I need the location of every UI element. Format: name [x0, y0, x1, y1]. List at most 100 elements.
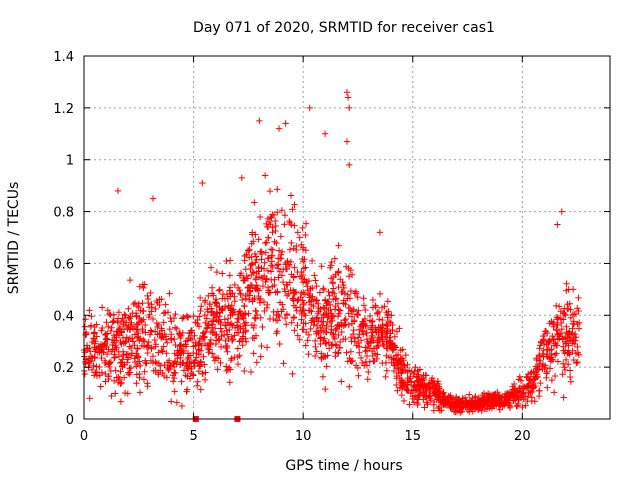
data-point — [241, 320, 248, 328]
data-point — [226, 379, 234, 386]
data-point — [209, 328, 217, 336]
x-tick-label: 10 — [295, 429, 312, 444]
data-point — [92, 344, 100, 351]
data-point — [378, 304, 386, 311]
data-point — [202, 369, 209, 376]
data-point — [268, 214, 275, 221]
data-point — [102, 330, 110, 338]
data-point — [461, 394, 469, 401]
data-point — [85, 358, 92, 365]
data-point — [365, 342, 372, 350]
data-point — [133, 371, 141, 378]
data-point — [302, 220, 310, 227]
data-point — [345, 304, 352, 312]
data-point — [147, 327, 154, 334]
data-point — [310, 321, 317, 329]
data-point — [142, 321, 149, 329]
data-point — [257, 274, 265, 282]
data-point — [465, 391, 473, 398]
data-point — [415, 371, 422, 378]
data-point — [560, 309, 567, 317]
data-point — [398, 391, 406, 399]
data-point — [308, 257, 316, 265]
data-point — [243, 251, 250, 258]
data-point — [510, 380, 518, 388]
data-point — [268, 276, 275, 284]
data-point — [376, 337, 383, 345]
data-point — [119, 334, 127, 342]
data-point — [226, 326, 233, 334]
data-point — [400, 357, 407, 364]
data-point — [299, 297, 306, 304]
data-point — [229, 336, 237, 343]
data-point — [298, 316, 305, 323]
data-point — [252, 276, 259, 283]
data-point — [331, 255, 339, 262]
data-point — [537, 379, 544, 387]
data-point — [183, 386, 191, 393]
data-point — [110, 311, 118, 318]
data-point — [295, 296, 302, 303]
data-point — [237, 290, 244, 297]
data-point — [137, 316, 145, 324]
data-point — [527, 377, 534, 384]
data-point — [263, 275, 270, 282]
data-point — [86, 395, 93, 402]
data-point — [223, 363, 230, 370]
data-point — [96, 363, 103, 371]
data-point — [225, 304, 232, 312]
data-point — [144, 383, 151, 390]
data-point — [336, 344, 343, 352]
data-point — [120, 374, 128, 381]
data-point — [161, 361, 168, 369]
data-point — [440, 389, 447, 396]
data-point — [376, 316, 383, 323]
data-point — [102, 378, 109, 385]
data-point — [147, 289, 154, 297]
data-point — [224, 295, 232, 303]
data-point — [276, 268, 284, 276]
data-point — [294, 322, 301, 329]
data-point — [551, 372, 559, 380]
data-point — [112, 390, 119, 397]
data-point — [250, 324, 257, 332]
data-point — [107, 358, 115, 366]
data-point — [145, 304, 153, 311]
data-point — [175, 330, 183, 337]
data-point — [258, 264, 265, 272]
data-point — [299, 255, 306, 263]
data-point — [574, 349, 582, 357]
data-point — [278, 255, 285, 262]
data-point — [416, 375, 423, 382]
data-point — [356, 330, 363, 338]
data-point — [459, 399, 467, 406]
data-point — [282, 321, 290, 328]
data-point — [541, 328, 549, 335]
data-point — [126, 343, 133, 350]
data-point — [91, 329, 98, 337]
data-point — [300, 301, 307, 308]
data-point — [347, 357, 354, 365]
data-point — [199, 370, 206, 377]
data-point — [125, 305, 132, 312]
data-point — [435, 403, 443, 410]
data-point — [571, 330, 579, 338]
data-point — [291, 327, 298, 334]
data-point — [100, 349, 107, 356]
data-point — [275, 311, 282, 319]
data-point — [195, 347, 203, 354]
data-point — [102, 359, 109, 367]
data-point — [541, 365, 548, 373]
data-point — [288, 239, 295, 247]
data-point — [107, 327, 115, 335]
data-point — [106, 310, 113, 318]
data-point — [273, 261, 281, 269]
data-point — [276, 340, 283, 348]
data-point — [351, 335, 358, 342]
data-point — [433, 388, 440, 396]
data-point — [294, 297, 301, 305]
data-point — [316, 289, 324, 296]
data-point — [523, 383, 531, 390]
data-point — [347, 348, 355, 355]
data-point — [559, 316, 567, 323]
